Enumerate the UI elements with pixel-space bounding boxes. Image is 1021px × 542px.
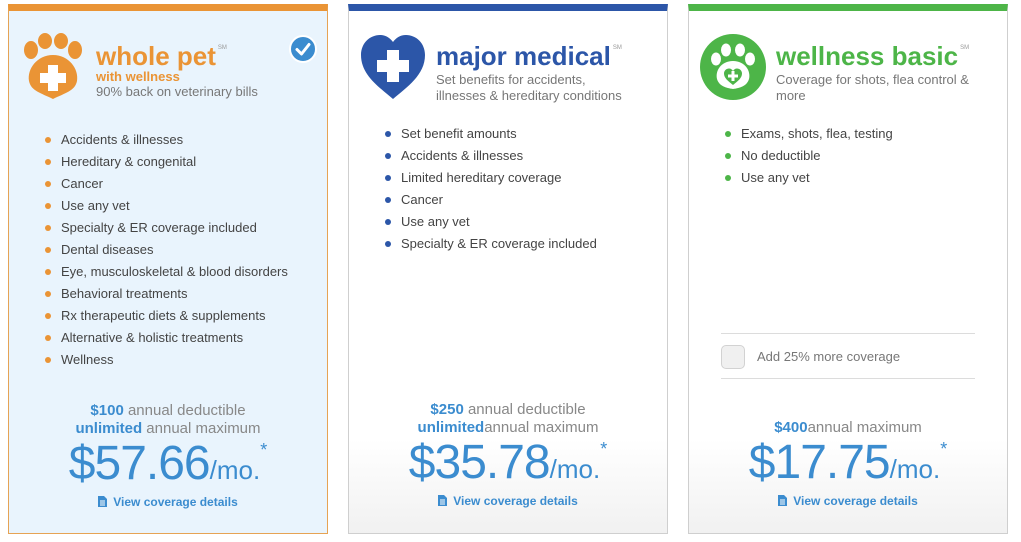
bullet-icon — [45, 269, 51, 275]
bullet-icon — [725, 175, 731, 181]
list-item: Wellness — [45, 349, 288, 371]
plan-subtitle: Coverage for shots, flea control & more — [776, 72, 969, 103]
heart-cross-icon — [361, 35, 425, 99]
bullet-icon — [725, 131, 731, 137]
list-item: Dental diseases — [45, 239, 288, 261]
bullet-icon — [385, 153, 391, 159]
bullet-icon — [45, 313, 51, 319]
monthly-price: $17.75/mo.* — [748, 436, 948, 489]
bullet-icon — [45, 225, 51, 231]
bullet-icon — [45, 203, 51, 209]
list-item: Specialty & ER coverage included — [45, 217, 288, 239]
bullet-icon — [45, 247, 51, 253]
view-coverage-details-link[interactable]: View coverage details — [349, 494, 667, 508]
bullet-icon — [45, 137, 51, 143]
list-item: Limited hereditary coverage — [385, 167, 597, 189]
list-item: Behavioral treatments — [45, 283, 288, 305]
bullet-icon — [45, 357, 51, 363]
plan-title: wellness basic SM — [776, 41, 970, 71]
list-item: Use any vet — [725, 167, 893, 189]
bullet-icon — [385, 197, 391, 203]
deductible-line: $100 annual deductible — [90, 402, 246, 419]
service-mark: SM — [217, 45, 227, 51]
maximum-line: unlimitedannual maximum — [417, 419, 599, 436]
plan-subtitle-accent: with wellness — [96, 69, 180, 84]
list-item: Set benefit amounts — [385, 123, 597, 145]
list-item: Use any vet — [385, 211, 597, 233]
list-item: Accidents & illnesses — [45, 129, 288, 151]
plan-card-wellness-basic[interactable]: wellness basic SM Coverage for shots, fle… — [688, 4, 1008, 534]
add-coverage-option[interactable]: Add 25% more coverage — [721, 333, 975, 379]
deductible-line: $250 annual deductible — [430, 401, 586, 418]
bullet-icon — [45, 291, 51, 297]
document-icon — [438, 495, 448, 507]
monthly-price: $35.78/mo.* — [408, 436, 608, 489]
view-coverage-details-link[interactable]: View coverage details — [689, 494, 1007, 508]
plan-subtitle: Set benefits for accidents, illnesses & … — [436, 72, 622, 103]
list-item: No deductible — [725, 145, 893, 167]
list-item: Cancer — [385, 189, 597, 211]
list-item: Alternative & holistic treatments — [45, 327, 288, 349]
plan-card-whole-pet[interactable]: whole pet SM with wellness 90% back on ve… — [8, 4, 328, 534]
paw-plus-icon — [24, 33, 82, 99]
bullet-icon — [725, 153, 731, 159]
list-item: Specialty & ER coverage included — [385, 233, 597, 255]
maximum-line: unlimited annual maximum — [75, 420, 261, 437]
bullet-icon — [385, 219, 391, 225]
paw-heart-icon — [700, 34, 766, 100]
bullet-icon — [45, 159, 51, 165]
list-item: Cancer — [45, 173, 288, 195]
view-coverage-details-link[interactable]: View coverage details — [9, 495, 327, 509]
plan-card-major-medical[interactable]: major medical SM Set benefits for acciden… — [348, 4, 668, 534]
bullet-icon — [385, 175, 391, 181]
document-icon — [778, 495, 788, 507]
feature-list: Set benefit amounts Accidents & illnesse… — [385, 123, 597, 255]
list-item: Accidents & illnesses — [385, 145, 597, 167]
plan-title: major medical SM — [436, 41, 622, 71]
list-item: Rx therapeutic diets & supplements — [45, 305, 288, 327]
document-icon — [98, 496, 108, 508]
bullet-icon — [45, 335, 51, 341]
service-mark: SM — [612, 45, 622, 51]
list-item: Eye, musculoskeletal & blood disorders — [45, 261, 288, 283]
maximum-line: $400annual maximum — [774, 419, 922, 436]
bullet-icon — [45, 181, 51, 187]
feature-list: Exams, shots, flea, testing No deductibl… — [725, 123, 893, 189]
service-mark: SM — [960, 45, 970, 51]
list-item: Use any vet — [45, 195, 288, 217]
plan-title: whole pet SM — [96, 41, 227, 71]
feature-list: Accidents & illnesses Hereditary & conge… — [45, 129, 288, 371]
list-item: Hereditary & congenital — [45, 151, 288, 173]
checkmark-icon[interactable] — [289, 35, 317, 63]
monthly-price: $57.66/mo.* — [68, 437, 268, 490]
bullet-icon — [385, 131, 391, 137]
plan-subtitle: 90% back on veterinary bills — [96, 84, 258, 99]
add-coverage-label: Add 25% more coverage — [757, 349, 901, 364]
add-coverage-checkbox[interactable] — [721, 345, 745, 369]
bullet-icon — [385, 241, 391, 247]
list-item: Exams, shots, flea, testing — [725, 123, 893, 145]
